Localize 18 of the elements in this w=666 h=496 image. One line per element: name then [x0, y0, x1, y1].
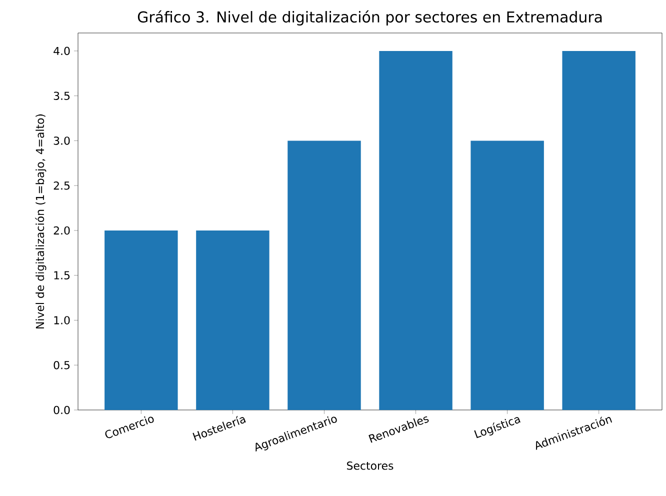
y-tick-label: 4.0	[54, 46, 70, 56]
bar	[104, 230, 178, 410]
bar	[562, 50, 636, 410]
bar	[288, 140, 361, 410]
y-tick-label: 1.0	[54, 316, 70, 324]
y-tick-label: 1.5	[54, 271, 70, 280]
y-tick-label: 0.0	[54, 406, 70, 414]
y-axis-title: Nivel de digitalización (1=bajo, 4=alto)	[35, 114, 46, 328]
chart-title: Gráfico 3. Nivel de digitalización por sectores en Extremadura	[138, 10, 602, 26]
bar	[470, 140, 544, 410]
y-tick-label: 3.0	[54, 136, 70, 145]
y-tick-label: 2.5	[54, 181, 70, 190]
x-axis-title: Sectores	[347, 462, 394, 470]
bar	[379, 50, 452, 410]
y-tick-label: 0.5	[54, 360, 70, 370]
bar	[196, 230, 270, 410]
y-tick-label: 3.5	[54, 92, 70, 100]
y-tick-label: 2.0	[54, 226, 70, 235]
